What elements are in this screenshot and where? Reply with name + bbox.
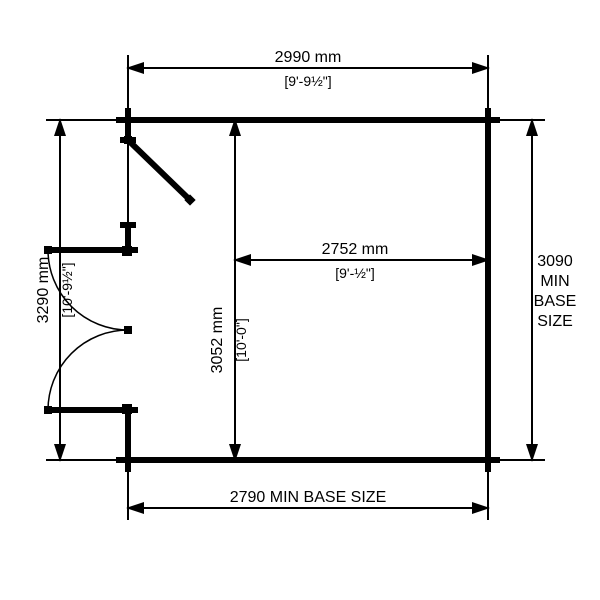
- right-note-4: SIZE: [537, 313, 573, 330]
- dim-inner-width: 2752 mm [9'-½"]: [235, 241, 488, 281]
- building-outline: [116, 108, 500, 472]
- dim-right: 3090 MIN BASE SIZE: [488, 120, 576, 460]
- floor-plan-diagram: 2990 mm [9'-9½"] 3290 mm [10'-9½"] 3052 …: [0, 0, 600, 600]
- right-note-2: MIN: [540, 273, 569, 290]
- dim-top-mm: 2990 mm: [275, 49, 342, 66]
- dim-left-imp: [10'-9½"]: [59, 262, 75, 317]
- dim-inner-h-imp: [10'-0"]: [233, 318, 249, 361]
- dim-bottom: 2790 MIN BASE SIZE: [128, 460, 488, 520]
- dim-inner-height: 3052 mm [10'-0"]: [209, 120, 249, 460]
- dim-inner-w-imp: [9'-½"]: [335, 265, 375, 281]
- dim-inner-h-mm: 3052 mm: [209, 307, 226, 374]
- dim-inner-w-mm: 2752 mm: [322, 241, 389, 258]
- right-note-1: 3090: [537, 253, 573, 270]
- dim-left-mm: 3290 mm: [35, 257, 52, 324]
- right-note-3: BASE: [534, 293, 577, 310]
- bottom-note: 2790 MIN BASE SIZE: [230, 489, 387, 506]
- window-symbol: [120, 136, 196, 225]
- dim-top: 2990 mm [9'-9½"]: [128, 49, 488, 120]
- dim-top-imp: [9'-9½"]: [284, 73, 331, 89]
